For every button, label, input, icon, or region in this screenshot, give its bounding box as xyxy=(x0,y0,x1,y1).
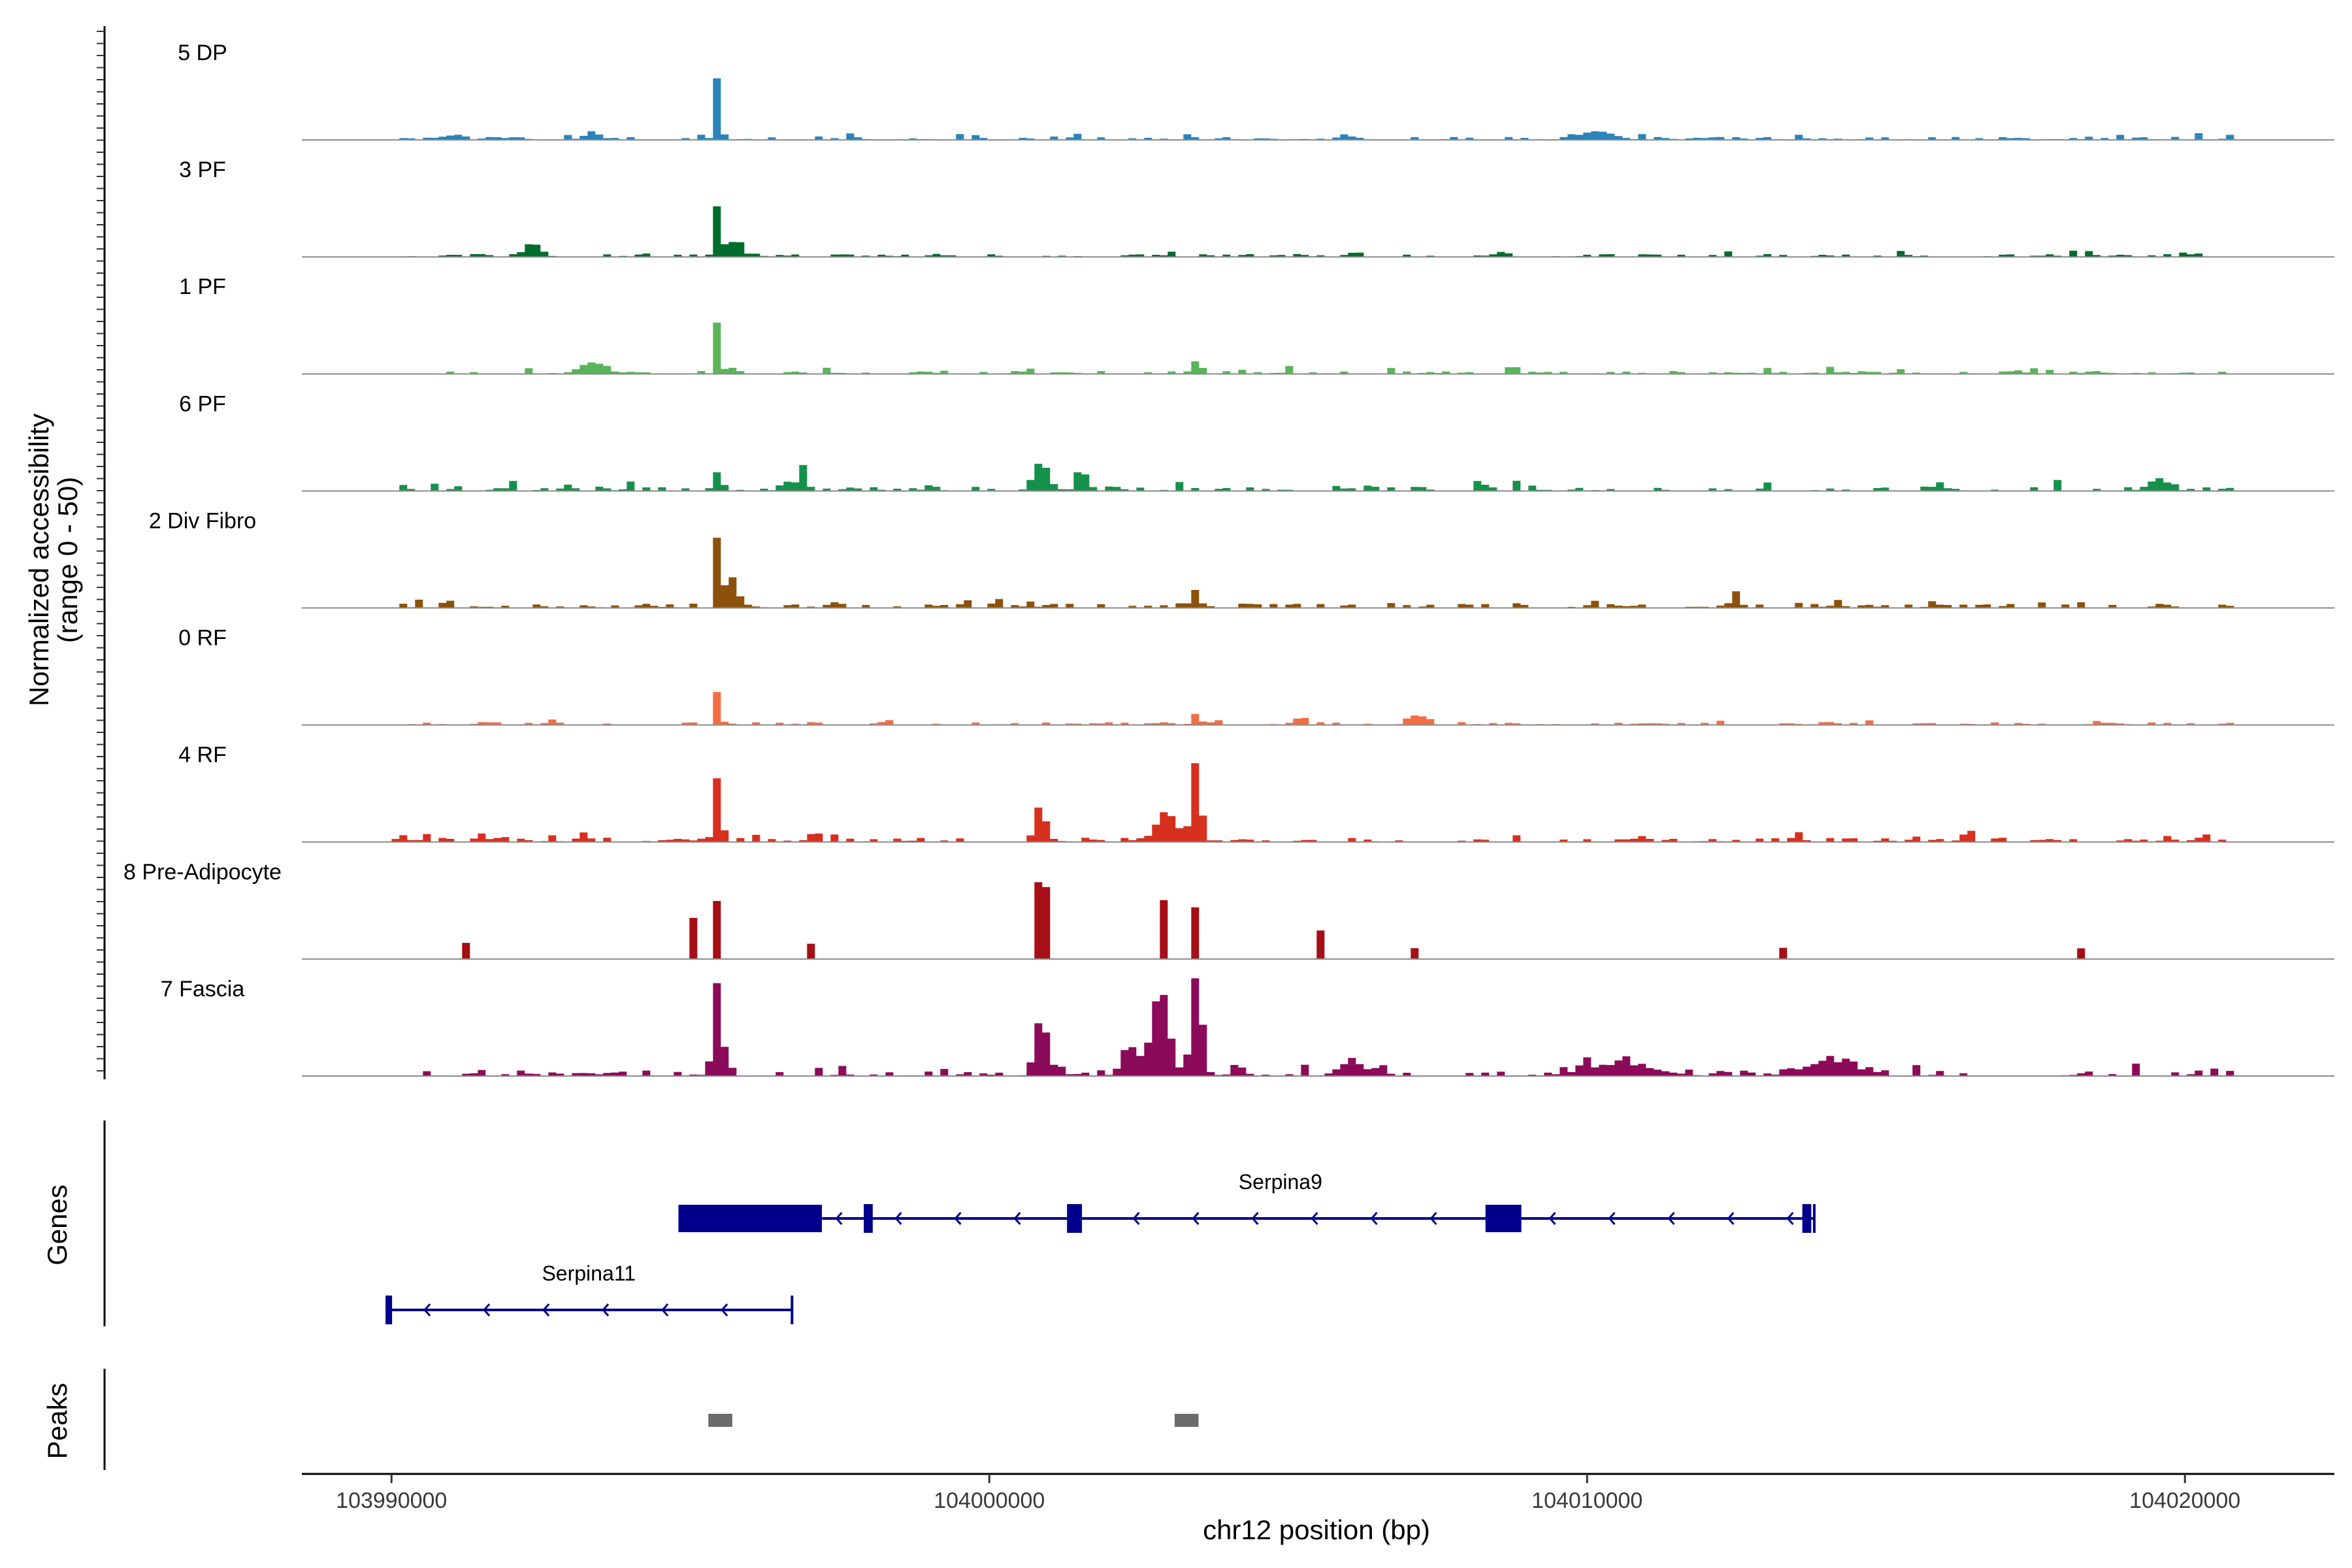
genes-panel-label: Genes xyxy=(42,1184,73,1266)
track-5-dp: 5 DP xyxy=(178,41,2334,141)
track-label: 2 Div Fibro xyxy=(149,508,256,533)
track-label: 5 DP xyxy=(178,41,227,65)
gene-serpina11: Serpina11 xyxy=(385,1262,794,1324)
strand-arrow-icon xyxy=(1132,1212,1140,1225)
track-6-pf: 6 PF xyxy=(179,391,2334,492)
track-label: 6 PF xyxy=(179,391,226,416)
strand-arrow-icon xyxy=(602,1303,610,1316)
strand-arrow-icon xyxy=(1192,1212,1200,1225)
x-axis: 103990000 104000000 104010000 104020000 xyxy=(302,1473,2334,1513)
x-tick-label: 104010000 xyxy=(1531,1488,1642,1513)
strand-arrow-icon xyxy=(423,1303,431,1316)
gene-serpina9: Serpina9 xyxy=(678,1170,1816,1233)
strand-arrow-icon xyxy=(1429,1212,1437,1225)
gene-exon xyxy=(1802,1204,1812,1233)
track-label: 0 RF xyxy=(178,626,227,651)
track-7-fascia: 7 Fascia xyxy=(161,977,2334,1077)
peak-region xyxy=(1174,1414,1199,1427)
strand-arrow-icon xyxy=(1727,1212,1735,1225)
strand-arrow-icon xyxy=(1013,1212,1021,1225)
x-tick-label: 104020000 xyxy=(2129,1488,2240,1513)
track-label: 8 Pre-Adipocyte xyxy=(123,860,282,885)
y-axis-range-label: (range 0 - 50) xyxy=(52,477,83,643)
track-label: 3 PF xyxy=(179,157,226,182)
strand-arrow-icon xyxy=(721,1303,728,1316)
strand-arrow-icon xyxy=(1608,1212,1616,1225)
track-4-rf: 4 RF xyxy=(178,743,2334,843)
strand-arrow-icon xyxy=(661,1303,669,1316)
strand-arrow-icon xyxy=(483,1303,491,1316)
track-label: 7 Fascia xyxy=(161,977,245,1002)
peaks-panel-label: Peaks xyxy=(42,1383,73,1460)
coverage-tracks: 5 DP 3 PF 1 PF 6 PF 2 Div Fibro 0 RF 4 RF 8 Pre… xyxy=(123,41,2334,1077)
track-0-rf: 0 RF xyxy=(178,626,2334,726)
strand-arrow-icon xyxy=(1667,1212,1675,1225)
gene-exon xyxy=(1067,1204,1083,1233)
track-label: 1 PF xyxy=(179,274,226,299)
coverage-y-axis xyxy=(97,26,106,1079)
strand-arrow-icon xyxy=(1548,1212,1556,1225)
strand-arrow-icon xyxy=(835,1212,843,1225)
x-tick-label: 103990000 xyxy=(336,1488,447,1513)
x-tick-label: 104000000 xyxy=(934,1488,1045,1513)
track-8-pre-adipocyte: 8 Pre-Adipocyte xyxy=(123,860,2334,960)
gene-exon xyxy=(1485,1205,1522,1232)
gene-label: Serpina11 xyxy=(542,1262,636,1285)
gene-exon xyxy=(864,1204,873,1233)
strand-arrow-icon xyxy=(1370,1212,1378,1225)
track-label: 4 RF xyxy=(178,743,227,768)
strand-arrow-icon xyxy=(542,1303,550,1316)
gene-exon xyxy=(678,1205,823,1232)
gene-label: Serpina9 xyxy=(1239,1170,1322,1194)
strand-arrow-icon xyxy=(954,1212,962,1225)
track-3-pf: 3 PF xyxy=(179,157,2334,258)
gene-exon xyxy=(385,1296,393,1324)
track-1-pf: 1 PF xyxy=(179,274,2334,375)
strand-arrow-icon xyxy=(894,1212,902,1225)
x-axis-title: chr12 position (bp) xyxy=(1203,1514,1430,1545)
strand-arrow-icon xyxy=(1251,1212,1259,1225)
peak-region xyxy=(708,1414,732,1427)
y-axis-title: Normalized accessibility xyxy=(24,414,54,706)
peak-track xyxy=(708,1414,1199,1427)
track-2-div-fibro: 2 Div Fibro xyxy=(149,508,2334,609)
strand-arrow-icon xyxy=(1786,1212,1794,1225)
gene-track: Serpina9 Serpina11 xyxy=(385,1170,1816,1324)
strand-arrow-icon xyxy=(1311,1212,1318,1225)
